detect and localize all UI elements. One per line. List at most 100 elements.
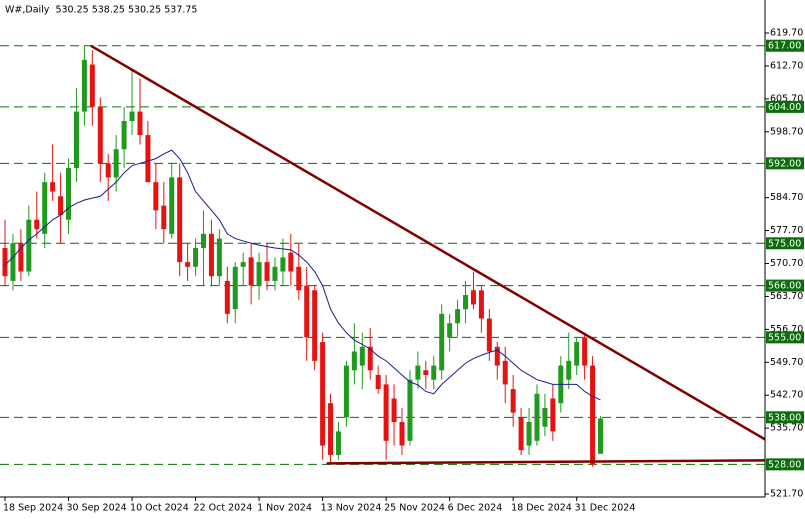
candle-body	[50, 182, 56, 192]
candle-body	[510, 389, 516, 413]
candle-body	[518, 417, 524, 451]
candle-body	[486, 318, 492, 352]
level-label: 555.00	[768, 332, 801, 343]
candle-body	[407, 379, 413, 441]
candle-body	[320, 342, 326, 446]
candle-body	[312, 290, 318, 361]
candle-body	[502, 360, 508, 385]
candle-body	[201, 233, 206, 248]
candle-body	[415, 365, 421, 380]
candle-body	[463, 295, 469, 310]
candle-body	[185, 262, 191, 267]
x-tick-label: 1 Nov 2024	[257, 503, 312, 514]
candle-body	[367, 346, 373, 371]
level-label: 575.00	[768, 238, 801, 249]
candle-body	[113, 149, 119, 178]
y-tick-label: 619.70	[770, 28, 803, 39]
candle-body	[42, 182, 48, 234]
candle-body	[26, 219, 32, 272]
candle-body	[161, 205, 167, 230]
candle-body	[256, 262, 262, 286]
candle-body	[145, 135, 151, 183]
candle-body	[582, 337, 588, 366]
candle-body	[58, 196, 64, 216]
x-tick-label: 13 Nov 2024	[321, 503, 382, 514]
candle-body	[598, 418, 603, 454]
y-tick-label: 577.70	[770, 225, 803, 236]
candle-body	[296, 266, 302, 291]
candle-body	[399, 422, 405, 446]
candle-body	[248, 257, 254, 286]
candle-body	[264, 262, 270, 281]
candle-body	[169, 177, 175, 234]
candle-body	[272, 266, 278, 281]
candle-body	[494, 346, 500, 366]
candle-body	[280, 257, 286, 272]
candle-body	[81, 59, 87, 112]
candle-body	[328, 403, 334, 455]
y-tick-label: 612.70	[770, 60, 803, 71]
y-tick-label: 521.70	[770, 488, 803, 499]
y-tick-label: 570.70	[770, 258, 803, 269]
level-label-bg	[766, 237, 804, 250]
candle-body	[343, 365, 349, 418]
candle-body	[18, 243, 24, 272]
x-tick-label: 18 Dec 2024	[511, 503, 572, 514]
moving-average	[4, 149, 601, 401]
level-label: 617.00	[768, 41, 801, 52]
candle-body	[240, 262, 246, 267]
candle-body	[224, 280, 230, 314]
candle-body	[478, 290, 484, 319]
chart-title: W#,Daily 530.25 538.25 530.25 537.75	[5, 5, 197, 16]
x-tick-label: 25 Nov 2024	[384, 503, 445, 514]
candle-body	[97, 106, 103, 164]
level-label-bg	[766, 279, 804, 292]
candle-body	[351, 351, 357, 371]
level-label: 538.00	[768, 412, 801, 423]
level-label: 592.00	[768, 158, 801, 169]
candle-body	[216, 238, 222, 277]
x-tick-label: 31 Dec 2024	[575, 503, 636, 514]
candle-body	[574, 342, 580, 366]
candle-body	[208, 233, 214, 277]
level-label-bg	[766, 157, 804, 170]
candle-body	[383, 384, 389, 441]
x-tick-label: 30 Sep 2024	[67, 503, 127, 514]
x-tick-label: 22 Oct 2024	[194, 503, 253, 514]
level-label: 566.00	[768, 281, 801, 292]
candle-body	[304, 285, 310, 338]
candle-body	[66, 168, 72, 220]
level-label-bg	[766, 411, 804, 424]
y-tick-label: 535.70	[770, 423, 803, 434]
candle-body	[455, 309, 461, 324]
candle-body	[423, 370, 429, 375]
candle-body	[391, 398, 397, 423]
candle-body	[73, 111, 79, 169]
candle-body	[177, 177, 183, 263]
candle-body	[375, 374, 381, 390]
level-label: 604.00	[768, 102, 801, 113]
x-tick-label: 10 Oct 2024	[130, 503, 189, 514]
trendline	[90, 44, 765, 441]
candle-body	[335, 431, 341, 455]
candle-body	[121, 120, 127, 150]
candle-body	[288, 252, 294, 272]
candle-body	[431, 365, 437, 380]
candle-body	[193, 247, 199, 267]
level-label-bg	[766, 100, 804, 113]
y-tick-label: 556.70	[770, 324, 803, 335]
x-tick-label: 6 Dec 2024	[448, 503, 503, 514]
candle-body	[359, 346, 365, 366]
candle-body	[470, 290, 476, 305]
candle-body	[137, 111, 143, 136]
candle-body	[550, 398, 556, 432]
plot-area	[0, 44, 765, 467]
candle-body	[590, 365, 596, 465]
y-tick-label: 563.70	[770, 291, 803, 302]
candle-body	[542, 407, 548, 427]
candle-body	[2, 247, 8, 277]
candle-body	[439, 313, 445, 371]
trendline	[326, 459, 765, 465]
candle-body	[129, 111, 135, 121]
candle-body	[447, 323, 453, 338]
